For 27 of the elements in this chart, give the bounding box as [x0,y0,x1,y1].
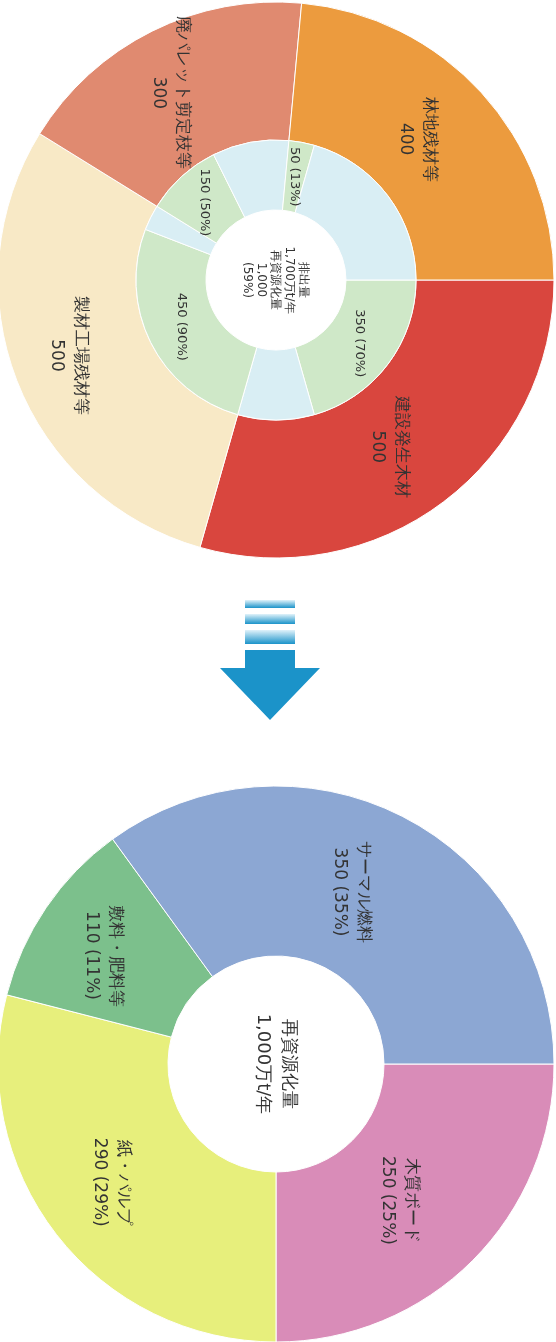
text: (59%) [241,261,255,299]
data-label: 300 [149,76,170,110]
data-label: 150 (50%) [198,168,214,237]
data-label: 50 (13%) [288,146,304,207]
slice-label: 林地残材等 [421,95,442,182]
text: 排出量 [297,262,311,298]
slice-label: サーマル燃料 [354,841,375,944]
data-label: 450 (90%) [175,292,191,361]
text: 再資源化量 [269,250,283,310]
data-label: 290 (29%) [90,1137,111,1227]
slice-label: 木質ボード [403,1157,424,1243]
slice-label: 製材工場残材等 [72,296,93,415]
slice-label: 紙・パルプ [114,1139,135,1226]
data-label: 350 (70%) [352,309,368,378]
data-label: 350 (35%) [330,847,351,937]
text: 1,000 [255,262,269,298]
data-label: 110 (11%) [83,911,104,1000]
slice-label: 建設発生木材 [392,394,413,498]
data-label: 500 [48,339,69,372]
slice-label: 敷料・肥料等 [107,904,128,1007]
data-label: 500 [368,430,389,464]
text: 1,700万t/年 [283,246,297,314]
slice-label: 廃パレット剪定枝等 [173,16,194,170]
text: 1,000万t/年 [254,1013,275,1115]
data-label: 400 [397,122,418,156]
data-label: 250 (25%) [379,1156,400,1245]
text: 再資源化量 [280,1019,301,1109]
